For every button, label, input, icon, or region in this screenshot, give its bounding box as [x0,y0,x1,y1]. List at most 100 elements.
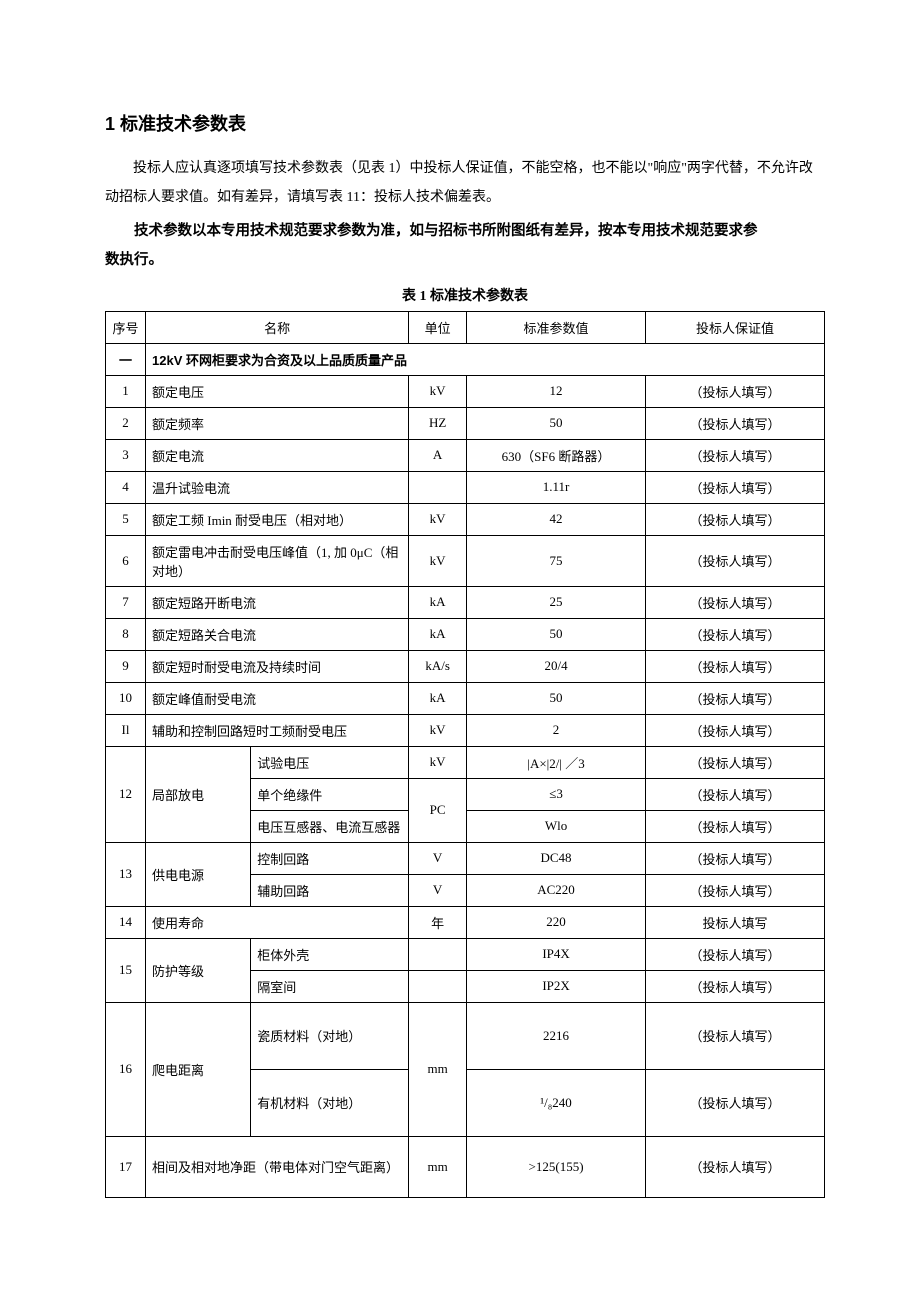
cell-name: 使用寿命 [146,906,409,938]
cell-unit: kV [409,714,467,746]
table-row: 2 额定频率 HZ 50 （投标人填写） [106,407,825,439]
cell-unit: V [409,842,467,874]
cell-seq: 5 [106,503,146,535]
table-row: 13 供电电源 控制回路 V DC48 （投标人填写） [106,842,825,874]
cell-bid: （投标人填写） [646,650,825,682]
cell-std: ≤3 [467,778,646,810]
cell-bid: （投标人填写） [646,439,825,471]
cell-bid: 投标人填写 [646,906,825,938]
cell-seq: 12 [106,746,146,842]
cell-name: 温升试验电流 [146,471,409,503]
cell-seq: 1 [106,375,146,407]
cell-seq: 16 [106,1002,146,1136]
cell-seq: 17 [106,1136,146,1197]
table-row: 12 局部放电 试验电压 kV |A×|2/| ／3 （投标人填写） [106,746,825,778]
cell-std: 42 [467,503,646,535]
cell-bid: （投标人填写） [646,810,825,842]
cell-bid: （投标人填写） [646,746,825,778]
th-name: 名称 [146,311,409,343]
cell-std: 12 [467,375,646,407]
cell-unit: kA [409,682,467,714]
cell-name: 额定电压 [146,375,409,407]
cell-std: 50 [467,407,646,439]
cell-subname: 电压互感器、电流互感器 [251,810,409,842]
cell-seq: 14 [106,906,146,938]
cell-unit: kA [409,586,467,618]
cell-unit: mm [409,1136,467,1197]
cell-unit: kV [409,535,467,586]
cell-std: Wlo [467,810,646,842]
cell-std: 2 [467,714,646,746]
table-row: 9 额定短时耐受电流及持续时间 kA/s 20/4 （投标人填写） [106,650,825,682]
cell-subname: 瓷质材料（对地） [251,1002,409,1069]
intro-paragraph-2: 技术参数以本专用技术规范要求参数为准，如与招标书所附图纸有差异，按本专用技术规范… [105,217,825,275]
cell-std: 50 [467,682,646,714]
cell-std: DC48 [467,842,646,874]
cell-bid: （投标人填写） [646,714,825,746]
cell-std: 50 [467,618,646,650]
cell-name: 辅助和控制回路短时工频耐受电压 [146,714,409,746]
cell-unit: kV [409,375,467,407]
cell-unit: HZ [409,407,467,439]
intro-paragraph-1: 投标人应认真逐项填写技术参数表（见表 1）中投标人保证值，不能空格，也不能以"响… [105,154,825,213]
table-row: 1 额定电压 kV 12 （投标人填写） [106,375,825,407]
cell-seq: 7 [106,586,146,618]
cell-seq: 10 [106,682,146,714]
cell-name: 额定雷电冲击耐受电压峰值（1, 加 0μC（相对地） [146,535,409,586]
cell-unit [409,970,467,1002]
cell-seq: 2 [106,407,146,439]
cell-seq: 13 [106,842,146,906]
cell-bid: （投标人填写） [646,407,825,439]
cell-std: 1.11r [467,471,646,503]
document-page: 1 标准技术参数表 投标人应认真逐项填写技术参数表（见表 1）中投标人保证值，不… [0,0,920,1278]
cell-bid: （投标人填写） [646,375,825,407]
cell-bid: （投标人填写） [646,503,825,535]
section-title: 12kV 环网柜要求为合资及以上品质质量产品 [146,343,825,375]
cell-std: 20/4 [467,650,646,682]
cell-bid: （投标人填写） [646,618,825,650]
table-row: Il 辅助和控制回路短时工频耐受电压 kV 2 （投标人填写） [106,714,825,746]
table-row: 10 额定峰值耐受电流 kA 50 （投标人填写） [106,682,825,714]
cell-subname: 控制回路 [251,842,409,874]
cell-subname: 单个绝缘件 [251,778,409,810]
cell-name: 相间及相对地净距（带电体对门空气距离） [146,1136,409,1197]
cell-name: 额定短时耐受电流及持续时间 [146,650,409,682]
table-row: 3 额定电流 A 630（SF6 断路器） （投标人填写） [106,439,825,471]
cell-name: 额定频率 [146,407,409,439]
cell-bid: （投标人填写） [646,970,825,1002]
cell-std: 2216 [467,1002,646,1069]
table-row: 7 额定短路开断电流 kA 25 （投标人填写） [106,586,825,618]
cell-bid: （投标人填写） [646,682,825,714]
table-row: 8 额定短路关合电流 kA 50 （投标人填写） [106,618,825,650]
cell-unit: mm [409,1002,467,1136]
cell-bid: （投标人填写） [646,1069,825,1136]
cell-std: 25 [467,586,646,618]
cell-bid: （投标人填写） [646,874,825,906]
cell-bid: （投标人填写） [646,1136,825,1197]
cell-bid: （投标人填写） [646,535,825,586]
cell-name: 爬电距离 [146,1002,251,1136]
section-row-1: 一 12kV 环网柜要求为合资及以上品质质量产品 [106,343,825,375]
cell-unit [409,938,467,970]
cell-unit: kV [409,746,467,778]
section-heading: 1 标准技术参数表 [105,110,825,136]
cell-std: 220 [467,906,646,938]
cell-subname: 试验电压 [251,746,409,778]
cell-name: 额定峰值耐受电流 [146,682,409,714]
cell-bid: （投标人填写） [646,586,825,618]
cell-bid: （投标人填写） [646,778,825,810]
table-row: 16 爬电距离 瓷质材料（对地） mm 2216 （投标人填写） [106,1002,825,1069]
cell-unit [409,471,467,503]
cell-unit: kA/s [409,650,467,682]
intro-p2-line2: 数执行。 [105,252,163,268]
table-row: 5 额定工频 Imin 耐受电压（相对地） kV 42 （投标人填写） [106,503,825,535]
cell-name: 额定短路开断电流 [146,586,409,618]
cell-seq: 8 [106,618,146,650]
cell-bid: （投标人填写） [646,471,825,503]
cell-name: 防护等级 [146,938,251,1002]
table-row: 6 额定雷电冲击耐受电压峰值（1, 加 0μC（相对地） kV 75 （投标人填… [106,535,825,586]
table-header-row: 序号 名称 单位 标准参数值 投标人保证值 [106,311,825,343]
cell-std: |A×|2/| ／3 [467,746,646,778]
cell-unit: V [409,874,467,906]
section-seq: 一 [106,343,146,375]
